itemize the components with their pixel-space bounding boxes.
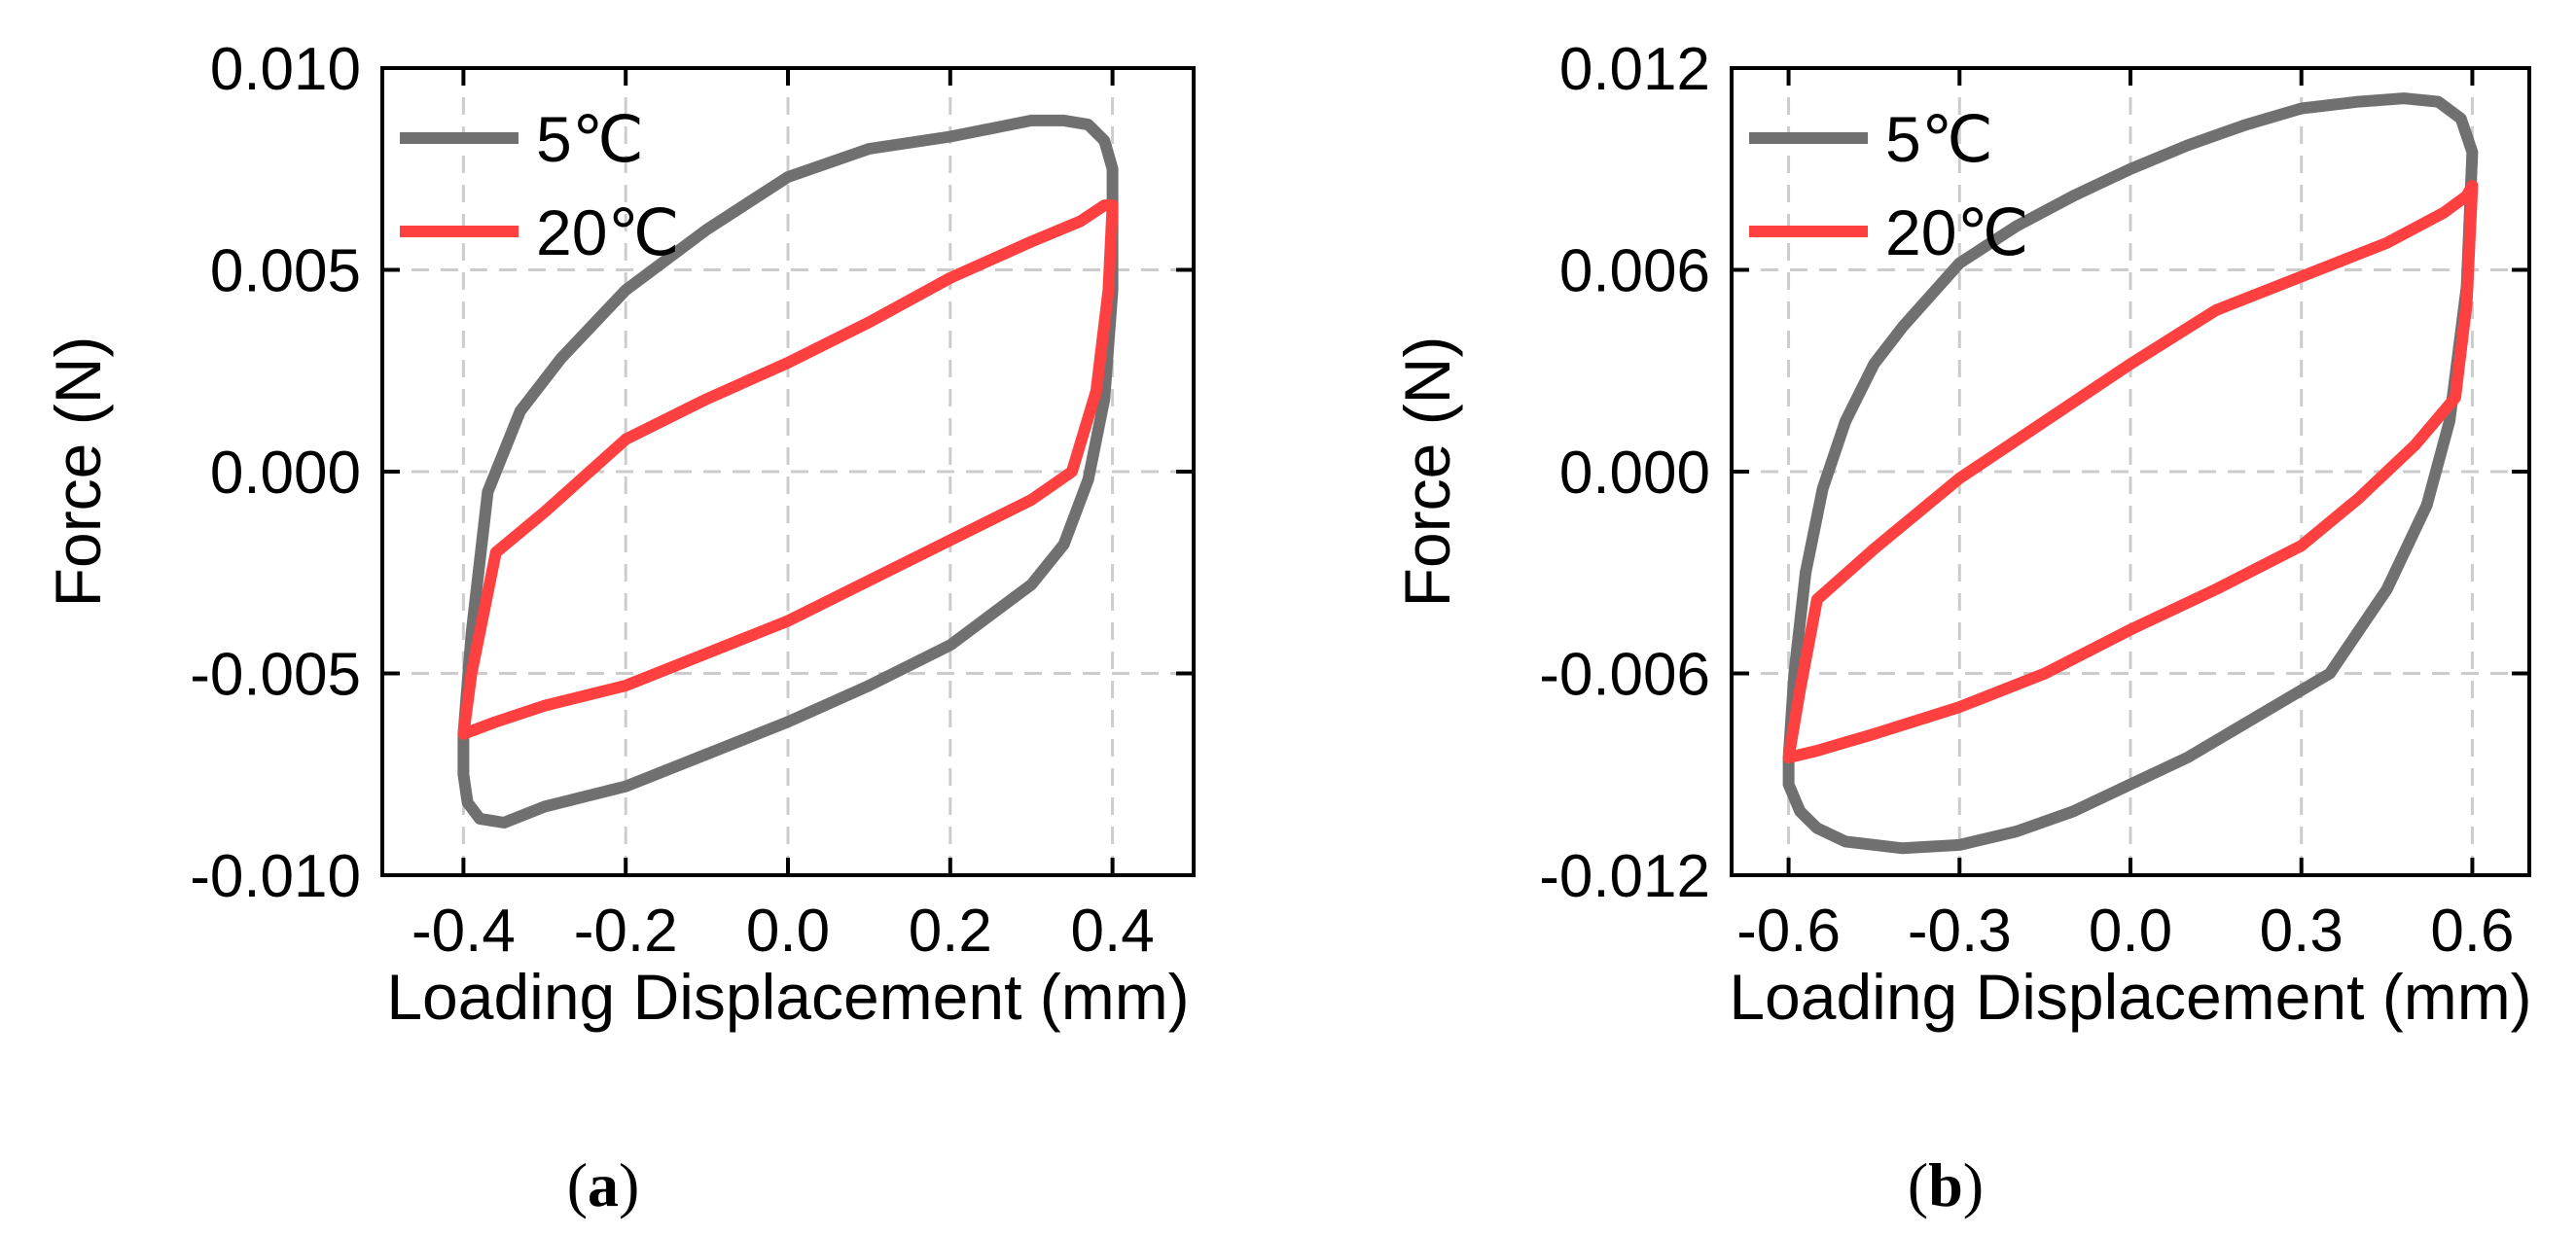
y-tick-label: 0.000 — [210, 440, 361, 507]
series-line-red — [1782, 180, 2479, 763]
x-tick-label: 0.3 — [2260, 898, 2343, 965]
y-tick-label: 0.006 — [1559, 238, 1710, 305]
y-axis-label: Force (N) — [42, 336, 114, 608]
y-tick-label: 0.005 — [210, 238, 361, 305]
x-tick-label: 0.0 — [2089, 898, 2172, 965]
x-tick-label: -0.2 — [574, 898, 678, 965]
legend-label: 20℃ — [1885, 196, 2029, 268]
y-axis-label: Force (N) — [1391, 336, 1463, 608]
y-tick-label: 0.010 — [210, 36, 361, 103]
x-tick-label: 0.4 — [1070, 898, 1154, 965]
x-tick-label: 0.0 — [746, 898, 830, 965]
y-tick-label: 0.012 — [1559, 36, 1710, 103]
legend-label: 5℃ — [536, 103, 644, 175]
x-tick-label: -0.4 — [411, 898, 516, 965]
y-tick-label: 0.000 — [1559, 440, 1710, 507]
chart-panel-b: -0.6 -0.3 0.0 0.3 0.6 -0.012 -0.006 0.000 0.006 0… — [1391, 36, 2532, 1219]
legend-label: 5℃ — [1885, 103, 1993, 175]
y-tick-label: -0.010 — [190, 843, 361, 910]
chart-panel-a: -0.4 -0.2 0.0 0.2 0.4 -0.010 -0.005 0.000 0.005 0… — [42, 36, 1196, 1219]
x-axis-label: Loading Displacement (mm) — [1729, 961, 2531, 1033]
y-tick-label: -0.005 — [190, 642, 361, 709]
legend-label: 20℃ — [536, 196, 680, 268]
series-line-gray — [1782, 92, 2479, 855]
x-tick-label: 0.2 — [909, 898, 992, 965]
x-tick-label: -0.3 — [1908, 898, 2012, 965]
x-tick-label: -0.6 — [1736, 898, 1841, 965]
panel-label: (b) — [1908, 1150, 1984, 1219]
panel-label: (a) — [567, 1150, 640, 1219]
x-tick-label: 0.6 — [2430, 898, 2514, 965]
series-line-red — [457, 199, 1119, 740]
x-axis-label: Loading Displacement (mm) — [386, 961, 1189, 1033]
y-tick-label: -0.006 — [1539, 642, 1710, 709]
y-tick-label: -0.012 — [1539, 843, 1710, 910]
